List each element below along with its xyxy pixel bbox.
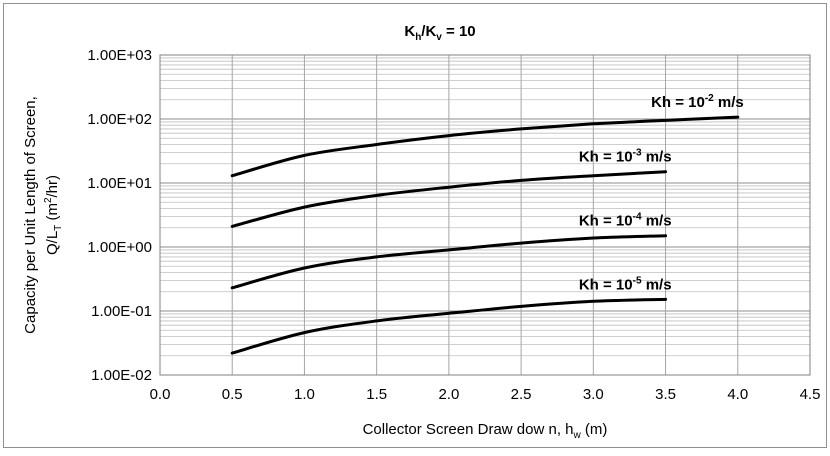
series-label-exponent: -5 bbox=[633, 275, 642, 286]
series-line-2 bbox=[230, 170, 668, 228]
y-label-mid: (m bbox=[44, 203, 61, 225]
y-tick-label: 1.00E+01 bbox=[87, 175, 152, 192]
series-label-base: Kh = 10 bbox=[579, 149, 633, 166]
series-label-unit: m/s bbox=[642, 276, 672, 293]
series-label-unit: m/s bbox=[642, 149, 672, 166]
x-tick-label: 2.5 bbox=[511, 386, 532, 403]
y-axis-label-line1: Capacity per Unit Length of Screen, bbox=[22, 96, 39, 334]
minor-gridlines bbox=[160, 57, 810, 357]
x-tick-label: 4.0 bbox=[727, 386, 748, 403]
series-label-base: Kh = 10 bbox=[651, 94, 705, 111]
title-sub-h: h bbox=[415, 32, 421, 43]
chart-title: Kh/Kv = 10 bbox=[404, 23, 475, 43]
figure-border bbox=[3, 3, 827, 448]
series-label-base: Kh = 10 bbox=[579, 276, 633, 293]
series-labels: Kh = 10-2 m/sKh = 10-3 m/sKh = 10-4 m/sK… bbox=[579, 93, 744, 293]
series-label-exponent: -2 bbox=[705, 93, 714, 104]
x-axis-label-tail: (m) bbox=[581, 421, 608, 438]
series-label-2: Kh = 10-3 m/s bbox=[579, 148, 672, 166]
x-tick-label: 0.5 bbox=[222, 386, 243, 403]
x-axis-label-main: Collector Screen Draw dow n, h bbox=[363, 421, 574, 438]
y-tick-label: 1.00E-01 bbox=[91, 303, 152, 320]
x-tick-label: 3.0 bbox=[583, 386, 604, 403]
series-label-unit: m/s bbox=[714, 94, 744, 111]
x-tick-labels: 0.0 0.5 1.0 1.5 2.0 2.5 3.0 3.5 4.0 4.5 bbox=[150, 386, 821, 403]
series-lines bbox=[230, 115, 740, 355]
y-label-post: /hr) bbox=[44, 175, 61, 198]
x-tick-label: 4.5 bbox=[800, 386, 821, 403]
series-line-3 bbox=[230, 234, 668, 290]
series-label-1: Kh = 10-2 m/s bbox=[651, 93, 744, 111]
x-tick-label: 1.0 bbox=[294, 386, 315, 403]
x-tick-label: 2.0 bbox=[438, 386, 459, 403]
series-label-exponent: -3 bbox=[633, 148, 642, 159]
y-label-sup-2: 2 bbox=[43, 197, 54, 203]
y-axis-label-line2: Q/LT (m2/hr) bbox=[43, 175, 64, 255]
y-tick-label: 1.00E+02 bbox=[87, 111, 152, 128]
y-tick-label: 1.00E-02 bbox=[91, 367, 152, 384]
x-tick-label: 1.5 bbox=[366, 386, 387, 403]
x-tick-label: 0.0 bbox=[150, 386, 171, 403]
series-label-exponent: -4 bbox=[633, 212, 642, 223]
series-line-4 bbox=[230, 297, 668, 355]
title-k: K bbox=[404, 23, 415, 40]
y-axis-label: Capacity per Unit Length of Screen, Q/LT… bbox=[22, 96, 64, 334]
x-tick-label: 3.5 bbox=[655, 386, 676, 403]
title-mid: /K bbox=[421, 23, 436, 40]
y-label-ql: Q/L bbox=[44, 231, 61, 255]
series-label-base: Kh = 10 bbox=[579, 213, 633, 230]
series-label-unit: m/s bbox=[642, 213, 672, 230]
y-tick-labels: 1.00E-02 1.00E-01 1.00E+00 1.00E+01 1.00E+02… bbox=[87, 47, 152, 384]
y-label-sub-t: T bbox=[53, 225, 64, 231]
y-tick-label: 1.00E+00 bbox=[87, 239, 152, 256]
series-label-4: Kh = 10-5 m/s bbox=[579, 275, 672, 293]
title-sub-v: v bbox=[436, 32, 442, 43]
plot-area-frame bbox=[159, 54, 811, 376]
y-tick-label: 1.00E+03 bbox=[87, 47, 152, 64]
series-label-3: Kh = 10-4 m/s bbox=[579, 212, 672, 230]
series-line-1 bbox=[230, 115, 740, 178]
x-axis-label-sub: w bbox=[573, 430, 582, 441]
title-tail: = 10 bbox=[442, 23, 476, 40]
x-axis-label: Collector Screen Draw dow n, hw (m) bbox=[363, 421, 608, 441]
